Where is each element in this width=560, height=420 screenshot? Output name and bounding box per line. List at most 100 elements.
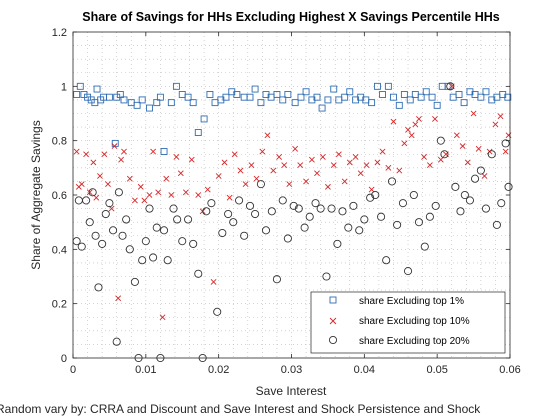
- marker-top10: [131, 197, 138, 204]
- x-tick-label: 0.06: [499, 364, 520, 376]
- marker-top20: [305, 212, 314, 221]
- marker-top10: [464, 159, 471, 166]
- marker-top20: [338, 207, 347, 216]
- marker-top20: [229, 218, 238, 227]
- x-tick-label: 0.02: [208, 364, 229, 376]
- marker-top10: [475, 145, 482, 152]
- legend-marker-top20: [328, 335, 338, 345]
- x-tick-label: 0.05: [426, 364, 447, 376]
- marker-top1: [257, 99, 265, 107]
- marker-top1: [146, 104, 153, 112]
- marker-top10: [405, 126, 411, 133]
- marker-top1: [428, 93, 436, 101]
- marker-top10: [121, 148, 127, 155]
- marker-top10: [168, 192, 175, 198]
- marker-top1: [400, 91, 408, 98]
- marker-top20: [149, 253, 158, 262]
- marker-top20: [88, 188, 97, 197]
- marker-top20: [393, 220, 402, 229]
- data-markers: [72, 82, 513, 363]
- marker-top1: [384, 82, 392, 90]
- marker-top10: [248, 162, 255, 169]
- marker-top10: [93, 194, 100, 201]
- y-tick-label: 0.8: [52, 136, 67, 148]
- marker-top10: [86, 189, 93, 196]
- legend-label-top10: share Excluding top 10%: [359, 316, 470, 327]
- marker-top10: [115, 295, 122, 302]
- marker-top20: [141, 237, 150, 246]
- marker-top20: [130, 277, 139, 286]
- x-tick-label: 0: [70, 364, 76, 376]
- marker-top20: [476, 166, 485, 175]
- marker-top10: [264, 132, 271, 139]
- marker-top20: [98, 239, 107, 248]
- marker-top10: [502, 148, 509, 155]
- marker-top20: [414, 218, 424, 227]
- marker-top10: [177, 170, 184, 177]
- marker-top10: [270, 167, 277, 174]
- marker-top1: [160, 148, 168, 155]
- marker-top10: [432, 116, 438, 122]
- marker-top20: [256, 180, 265, 189]
- marker-top20: [169, 204, 178, 213]
- marker-top20: [91, 231, 100, 240]
- marker-top20: [272, 275, 281, 284]
- marker-top20: [300, 223, 309, 232]
- marker-top10: [150, 148, 157, 155]
- marker-top20: [159, 226, 169, 235]
- marker-top10: [90, 159, 97, 166]
- marker-top10: [126, 175, 133, 182]
- marker-top1: [153, 99, 161, 107]
- marker-top1: [273, 91, 281, 98]
- marker-top10: [137, 183, 144, 190]
- marker-top10: [492, 121, 499, 128]
- y-tick-label: 0.2: [52, 299, 67, 311]
- marker-top20: [327, 204, 336, 213]
- marker-top1: [93, 85, 101, 93]
- marker-top1: [200, 115, 208, 123]
- marker-top10: [195, 192, 202, 198]
- marker-top20: [213, 307, 222, 316]
- marker-top20: [85, 218, 94, 227]
- marker-top1: [504, 93, 512, 101]
- y-tick-label: 0.4: [52, 244, 67, 256]
- marker-top20: [431, 201, 440, 210]
- marker-top20: [189, 239, 198, 248]
- marker-top20: [109, 226, 118, 235]
- marker-top10: [352, 154, 359, 160]
- marker-top1: [189, 99, 197, 107]
- marker-top20: [261, 226, 271, 235]
- marker-top20: [465, 196, 474, 205]
- marker-top1: [184, 93, 192, 101]
- marker-top1: [482, 88, 490, 96]
- marker-top10: [188, 156, 195, 163]
- marker-top20: [207, 199, 216, 208]
- marker-top1: [138, 96, 146, 104]
- marker-top20: [101, 209, 110, 219]
- marker-top20: [344, 223, 353, 232]
- marker-top20: [224, 209, 233, 219]
- y-tick-label: 1.2: [52, 27, 67, 39]
- marker-top20: [436, 136, 445, 145]
- marker-top10: [363, 162, 370, 169]
- marker-top10: [396, 167, 403, 174]
- marker-top20: [112, 337, 121, 346]
- marker-top10: [204, 186, 211, 193]
- marker-top1: [373, 82, 381, 90]
- marker-top20: [371, 190, 380, 200]
- marker-top20: [322, 272, 331, 281]
- marker-top10: [390, 118, 397, 125]
- x-axis-label: Save Interest: [256, 384, 327, 398]
- marker-top1: [324, 96, 332, 104]
- marker-top10: [297, 162, 304, 169]
- legend: share Excluding top 1% share Excluding t…: [310, 291, 506, 354]
- marker-top10: [416, 116, 422, 122]
- marker-top20: [360, 215, 369, 224]
- marker-top10: [281, 162, 288, 169]
- marker-top20: [382, 256, 391, 265]
- marker-top1: [251, 85, 259, 93]
- marker-top10: [226, 194, 233, 201]
- marker-top10: [215, 173, 222, 179]
- marker-top20: [409, 190, 418, 200]
- marker-top1: [116, 91, 124, 98]
